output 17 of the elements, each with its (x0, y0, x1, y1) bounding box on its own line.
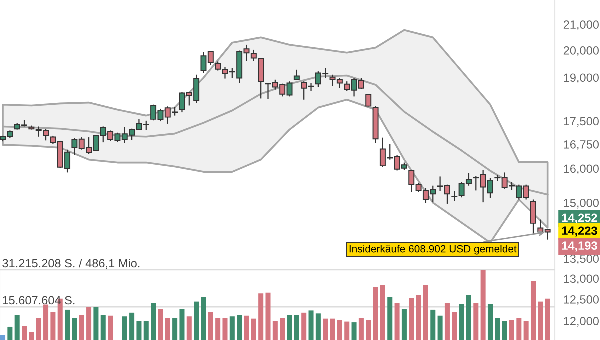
y-tick-label: 12,000 (564, 317, 599, 327)
text: 14,252 (562, 214, 598, 224)
y-tick-label: 19,000 (564, 74, 599, 84)
y-tick-label: 12,500 (564, 296, 599, 306)
y-tick-label: 16,750 (564, 140, 599, 150)
ref-line-label: 31.215.208 S. / 486,1 Mio. (2, 258, 140, 270)
y-tick-label: 21,000 (564, 20, 599, 30)
text: 14,223 (562, 226, 598, 237)
y-tick-label: 17,500 (564, 117, 599, 128)
y-tick-label: 15,000 (564, 198, 599, 209)
y-tick-label: 13,000 (564, 274, 599, 285)
y-tick-label: 16,000 (564, 164, 599, 174)
annotation: Insiderkäufe 608.902 USD gemeldet (350, 245, 517, 255)
ref-line-label: 15.607.604 S. (3, 296, 75, 305)
y-tick-label: 20,000 (564, 46, 599, 56)
y-tick-label: 13,500 (564, 254, 599, 265)
text: 14,193 (562, 242, 598, 252)
